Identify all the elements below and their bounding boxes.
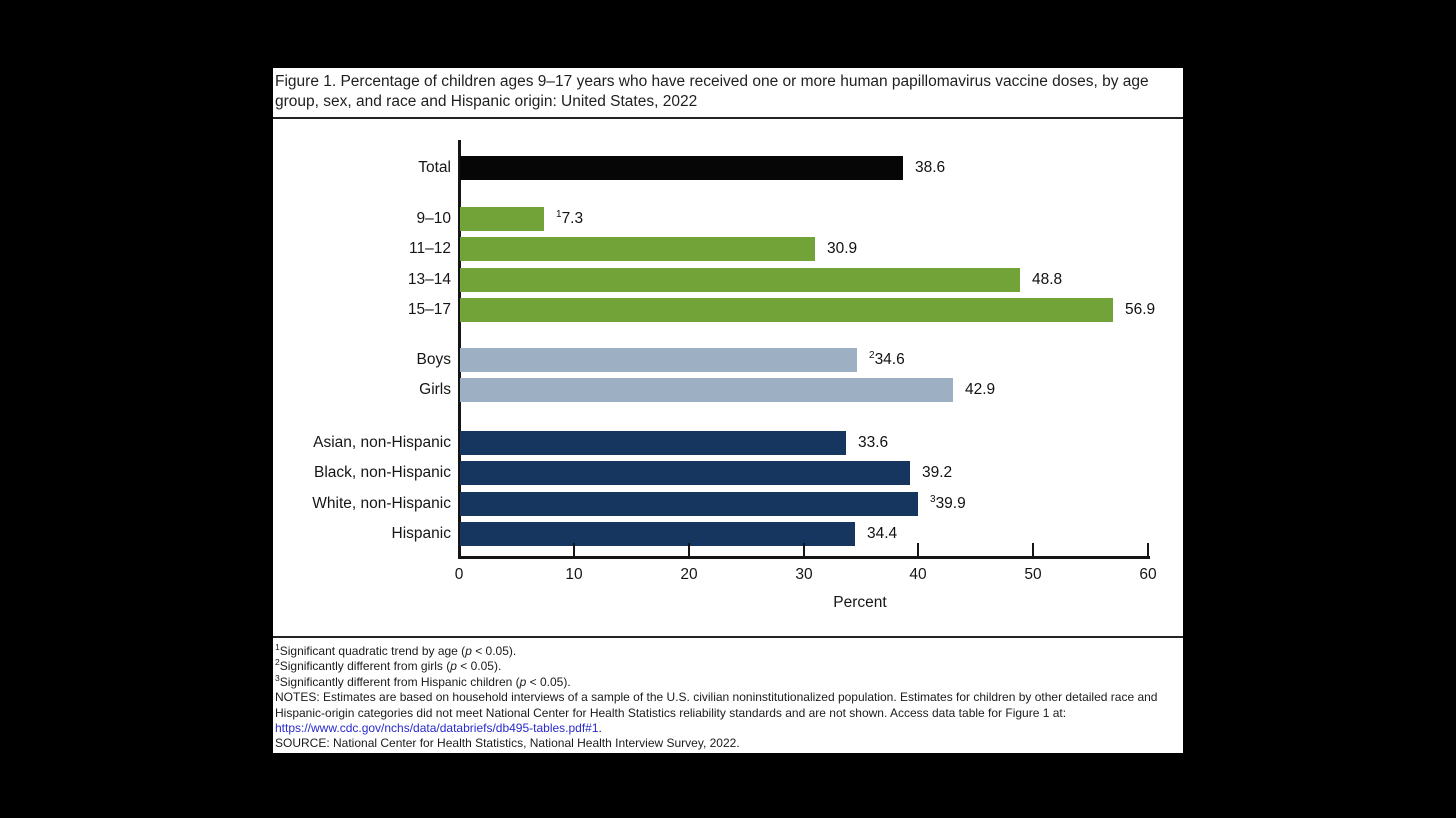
footnote-marker: 1 bbox=[556, 208, 562, 220]
source-text: SOURCE: National Center for Health Stati… bbox=[275, 736, 740, 751]
tick-label: 20 bbox=[680, 566, 698, 583]
value-label: 234.6 bbox=[869, 349, 905, 368]
footnote-marker: 1 bbox=[275, 642, 280, 652]
value-label: 34.4 bbox=[867, 525, 898, 542]
bar bbox=[460, 298, 1113, 322]
tick-mark bbox=[1032, 543, 1034, 556]
category-label: White, non-Hispanic bbox=[312, 495, 451, 512]
tick-mark bbox=[573, 543, 575, 556]
value-label: 42.9 bbox=[965, 381, 996, 398]
category-label: 9–10 bbox=[416, 210, 451, 227]
category-label: Boys bbox=[416, 351, 451, 368]
bar bbox=[460, 207, 544, 231]
y-axis-line bbox=[458, 140, 461, 559]
tick-mark bbox=[688, 543, 690, 556]
value-label: 56.9 bbox=[1125, 301, 1156, 318]
value-label: 33.6 bbox=[858, 434, 889, 451]
tick-label: 60 bbox=[1139, 566, 1157, 583]
category-label: 13–14 bbox=[407, 271, 451, 288]
x-axis-line bbox=[458, 556, 1150, 559]
tick-mark bbox=[917, 543, 919, 556]
category-label: Girls bbox=[419, 381, 451, 398]
data-table-link[interactable]: https://www.cdc.gov/nchs/data/databriefs… bbox=[275, 721, 599, 736]
tick-label: 10 bbox=[565, 566, 583, 583]
value-label: 38.6 bbox=[915, 159, 946, 176]
tick-label: 0 bbox=[454, 566, 464, 583]
value-label: 339.9 bbox=[930, 493, 966, 512]
tick-label: 30 bbox=[795, 566, 813, 583]
footnote-lines: 1Significant quadratic trend by age (p <… bbox=[275, 642, 1180, 690]
tick-mark bbox=[458, 543, 460, 556]
footnotes-block: 1Significant quadratic trend by age (p <… bbox=[273, 636, 1183, 752]
value-label: 17.3 bbox=[556, 208, 584, 227]
bar bbox=[460, 156, 903, 180]
footnote-marker: 2 bbox=[275, 657, 280, 668]
bar bbox=[460, 492, 918, 516]
bar bbox=[460, 522, 855, 546]
category-label: Total bbox=[418, 159, 451, 176]
bar bbox=[460, 348, 857, 372]
bar bbox=[460, 378, 953, 402]
value-label: 39.2 bbox=[922, 464, 953, 481]
bar bbox=[460, 461, 910, 485]
notes-text: NOTES: Estimates are based on household … bbox=[275, 690, 1158, 720]
category-label: 15–17 bbox=[407, 301, 451, 318]
category-label: Hispanic bbox=[391, 525, 451, 542]
bar bbox=[460, 268, 1020, 292]
tick-label: 40 bbox=[909, 566, 927, 583]
value-label: 48.8 bbox=[1032, 271, 1063, 288]
tick-mark bbox=[803, 543, 805, 556]
bar bbox=[460, 431, 846, 455]
footnote-line: 3Significantly different from Hispanic c… bbox=[275, 672, 571, 689]
figure-title: Figure 1. Percentage of children ages 9–… bbox=[273, 68, 1183, 119]
footnote-marker: 2 bbox=[869, 349, 875, 361]
bar bbox=[460, 237, 815, 261]
figure-panel: Figure 1. Percentage of children ages 9–… bbox=[273, 68, 1183, 753]
footnote-line: 1Significant quadratic trend by age (p <… bbox=[275, 642, 517, 658]
value-label: 30.9 bbox=[827, 240, 858, 257]
tick-label: 50 bbox=[1024, 566, 1042, 583]
category-label: 11–12 bbox=[409, 240, 451, 257]
footnote-marker: 3 bbox=[930, 493, 936, 505]
category-label: Asian, non-Hispanic bbox=[313, 434, 451, 451]
x-axis-title: Percent bbox=[833, 594, 887, 611]
tick-mark bbox=[1147, 543, 1149, 556]
footnote-marker: 3 bbox=[275, 672, 280, 683]
footnote-line: 2Significantly different from girls (p <… bbox=[275, 657, 502, 674]
link-suffix: . bbox=[598, 721, 602, 736]
category-label: Black, non-Hispanic bbox=[314, 464, 451, 481]
